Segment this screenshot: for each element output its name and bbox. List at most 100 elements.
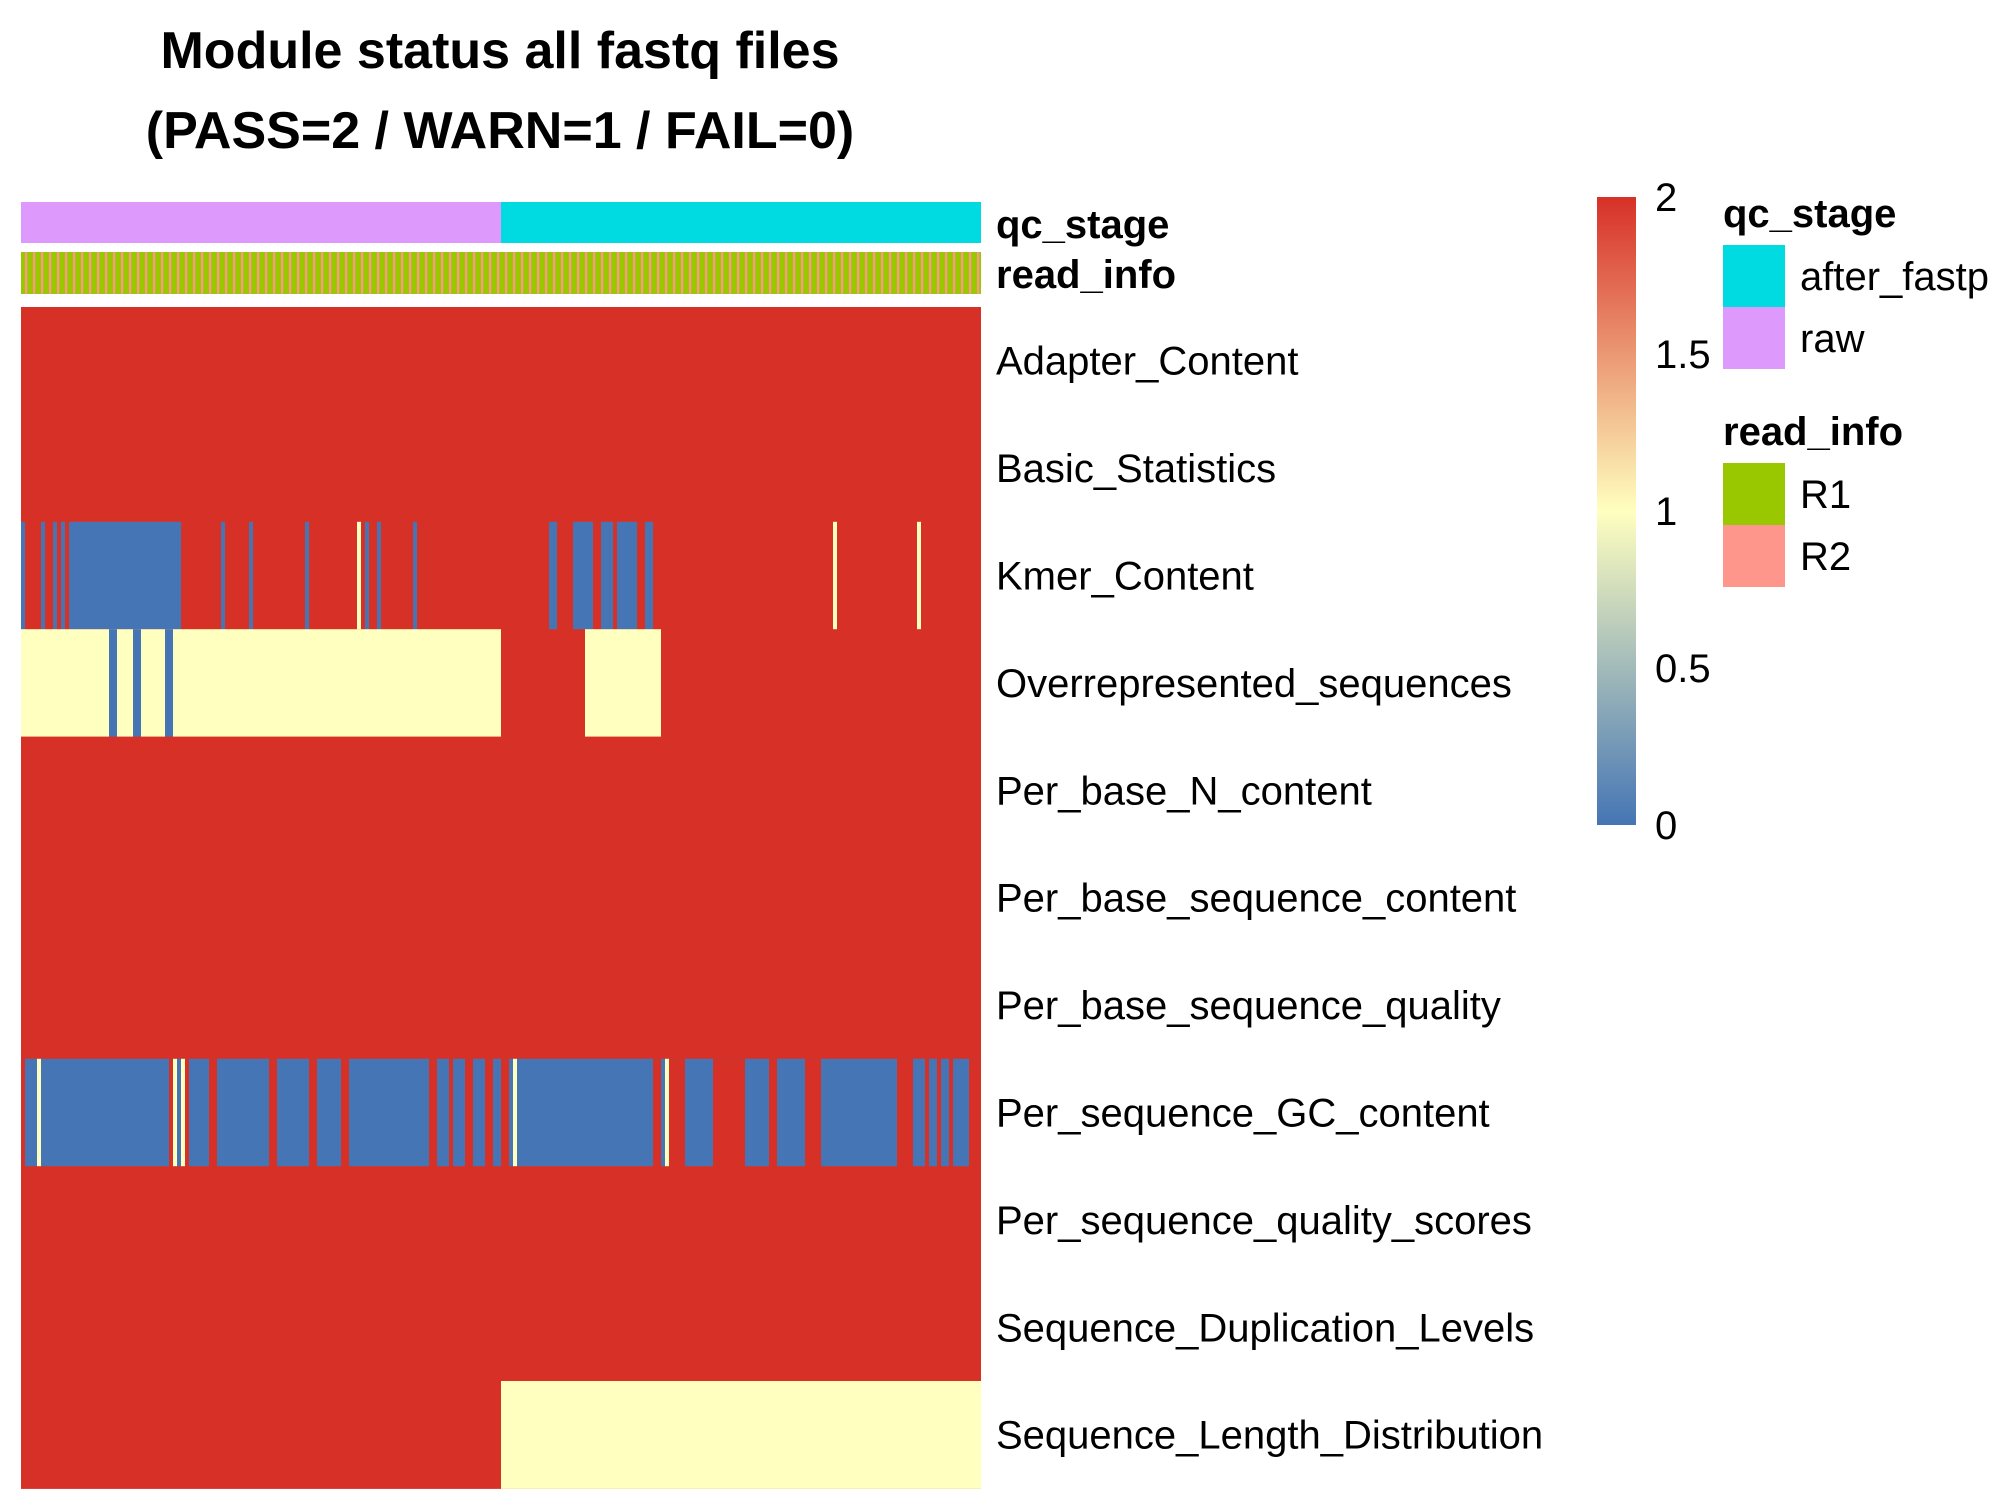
read-info-cell-r2: [737, 252, 740, 294]
read-info-cell-r2: [617, 252, 620, 294]
read-info-cell-r2: [625, 252, 628, 294]
row-label-Overrepresented_sequences: Overrepresented_sequences: [996, 662, 1512, 706]
row-label-Sequence_Length_Distribution: Sequence_Length_Distribution: [996, 1414, 1543, 1458]
read-info-cell-r2: [241, 252, 244, 294]
heatmap-cell: [513, 1058, 517, 1167]
heatmap-cell: [601, 521, 613, 630]
read-info-cell-r2: [417, 252, 420, 294]
legend-title-qc_stage: qc_stage: [1723, 192, 1896, 236]
heatmap-cell: [61, 521, 65, 630]
read-info-cell-r2: [865, 252, 868, 294]
read-info-cell-r2: [649, 252, 652, 294]
read-info-cell-r2: [577, 252, 580, 294]
colorbar-tick-label: 1: [1655, 490, 1677, 534]
heatmap-cell: [21, 521, 25, 630]
read-info-cell-r2: [121, 252, 124, 294]
read-info-cell-r2: [97, 252, 100, 294]
read-info-cell-r2: [673, 252, 676, 294]
heatmap-cell: [41, 521, 45, 630]
read-info-cell-r2: [33, 252, 36, 294]
read-info-cell-r2: [633, 252, 636, 294]
heatmap-cell: [21, 629, 501, 738]
read-info-cell-r2: [505, 252, 508, 294]
read-info-cell-r2: [921, 252, 924, 294]
read-info-cell-r2: [385, 252, 388, 294]
read-info-cell-r2: [897, 252, 900, 294]
heatmap-cell: [713, 1058, 745, 1167]
read-info-cell-r2: [369, 252, 372, 294]
heatmap-body: [21, 307, 981, 1489]
read-info-cell-r2: [713, 252, 716, 294]
read-info-cell-r2: [537, 252, 540, 294]
read-info-cell-r2: [561, 252, 564, 294]
read-info-cell-r2: [745, 252, 748, 294]
read-info-cell-r2: [513, 252, 516, 294]
heatmap-cell: [73, 521, 85, 630]
heatmap-cell: [169, 1058, 173, 1167]
read-info-cell-r2: [65, 252, 68, 294]
heatmap-cell: [629, 521, 637, 630]
read-info-cell-r2: [489, 252, 492, 294]
read-info-cell-r2: [977, 252, 980, 294]
read-info-cell-r2: [961, 252, 964, 294]
read-info-cell-r2: [929, 252, 932, 294]
legend-label-after_fastp: after_fastp: [1800, 255, 1989, 299]
heatmap-cell: [449, 1058, 453, 1167]
read-info-cell-r2: [25, 252, 28, 294]
heatmap-cell: [85, 521, 93, 630]
read-info-cell-r2: [441, 252, 444, 294]
heatmap-cell: [937, 1058, 941, 1167]
read-info-cell-r2: [169, 252, 172, 294]
heatmap-row-Per_base_sequence_quality: [21, 951, 981, 1060]
heatmap-cell: [365, 521, 369, 630]
read-info-cell-r2: [353, 252, 356, 294]
legend-label-raw: raw: [1800, 317, 1865, 361]
read-info-cell-r2: [201, 252, 204, 294]
read-info-cell-r2: [697, 252, 700, 294]
heatmap-cell: [897, 1058, 913, 1167]
read-info-cell-r2: [585, 252, 588, 294]
heatmap-cell: [53, 521, 57, 630]
heatmap-cell: [37, 1058, 41, 1167]
qc-stage-segment-raw: [21, 202, 501, 243]
read-info-cell-r2: [273, 252, 276, 294]
heatmap-cell: [93, 521, 181, 630]
read-info-cell-r2: [817, 252, 820, 294]
read-info-cell-r2: [785, 252, 788, 294]
read-info-cell-r2: [729, 252, 732, 294]
legend-label-R1: R1: [1800, 473, 1851, 517]
row-labels: Adapter_Content Basic_Statistics Kmer_Cont…: [996, 340, 1543, 1458]
heatmap-cell: [173, 1058, 177, 1167]
heatmap-row-Basic_Statistics: [21, 414, 981, 523]
colorbar-tick-label: 0.5: [1655, 647, 1711, 691]
read-info-cell-r2: [73, 252, 76, 294]
colorbar-tick-label: 1.5: [1655, 333, 1711, 377]
read-info-cell-r2: [177, 252, 180, 294]
read-info-cell-r2: [601, 252, 604, 294]
read-info-cell-r2: [953, 252, 956, 294]
heatmap-cell: [413, 521, 417, 630]
read-info-cell-r2: [289, 252, 292, 294]
read-info-cell-r2: [497, 252, 500, 294]
annotation-bars: qc_stage read_info: [21, 202, 1176, 297]
legend-swatch-R1: [1723, 463, 1785, 525]
read-info-cell-r2: [129, 252, 132, 294]
read-info-cell-r2: [337, 252, 340, 294]
heatmap-cell: [269, 1058, 277, 1167]
heatmap-cell: [949, 1058, 953, 1167]
read-info-cell-r2: [361, 252, 364, 294]
legend-swatch-raw: [1723, 307, 1785, 369]
heatmap-cell: [573, 521, 585, 630]
heatmap-cell: [377, 521, 381, 630]
heatmap-cell: [109, 629, 117, 738]
legend-title-read_info: read_info: [1723, 410, 1903, 454]
heatmap-cell: [585, 629, 661, 738]
heatmap-row-Per_base_sequence_content: [21, 844, 981, 952]
heatmap-cell: [221, 521, 225, 630]
read-info-cell-r2: [465, 252, 468, 294]
heatmap-cell: [969, 1058, 981, 1167]
colorbar-legend: 0 0.5 1 1.5 2: [1597, 176, 1711, 848]
read-info-cell-r2: [193, 252, 196, 294]
heatmap-cell: [501, 1381, 981, 1489]
